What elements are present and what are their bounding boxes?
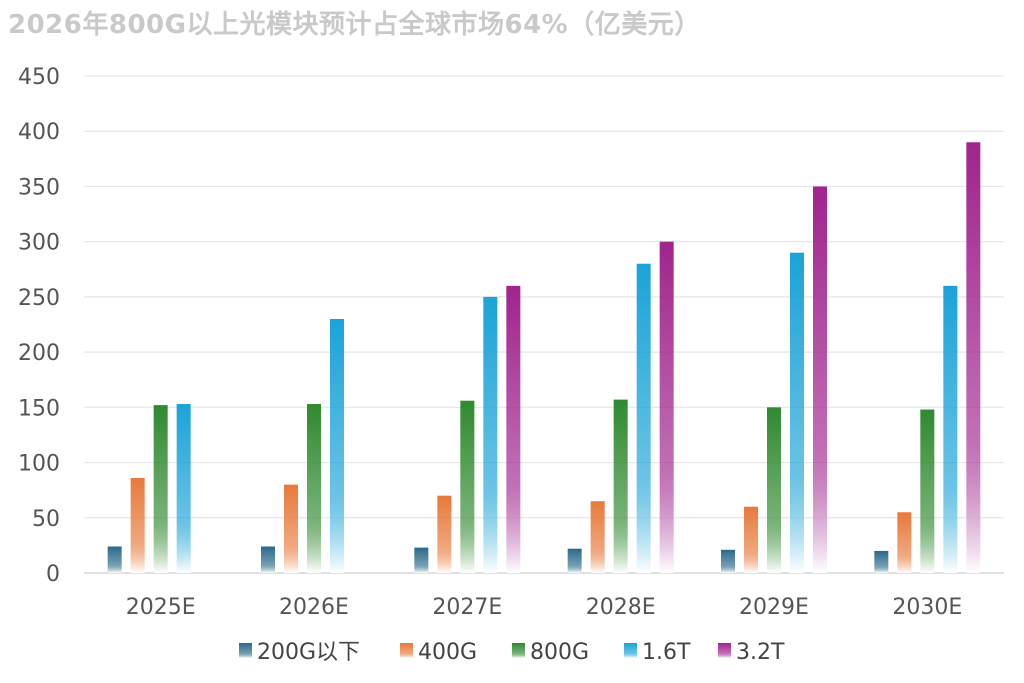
y-tick-label: 450 [18,65,60,90]
bar-3.2T-2028E [659,241,674,573]
bar-200G以下-2029E [721,549,735,573]
bar-800G-2029E [767,407,781,573]
bars [107,142,981,573]
bar-400G-2030E [897,512,912,573]
bar-200G以下-2025E [107,546,122,573]
bar-400G-2027E [437,495,452,573]
bar-200G以下-2028E [567,548,582,573]
bar-1.6T-2028E [636,263,651,573]
legend-label: 1.6T [642,640,691,665]
legend-label: 200G以下 [257,640,360,665]
bar-800G-2026E [307,404,321,573]
y-tick-label: 200 [18,341,60,366]
bar-400G-2025E [130,478,145,573]
legend: 200G以下 400G 800G 1.6T 3.2T [239,640,785,665]
bar-1.6T-2026E [330,318,344,573]
y-tick-label: 350 [18,175,60,200]
y-tick-label: 300 [18,231,60,256]
bar-800G-2028E [613,399,628,573]
chart-title: 2026年800G以上光模块预计占全球市场64%（亿美元） [8,10,701,40]
legend-label: 3.2T [736,640,785,665]
legend-swatch [400,643,413,658]
legend-swatch [624,643,637,658]
bar-3.2T-2027E [506,285,521,573]
legend-swatch [718,643,731,658]
x-category-label: 2029E [739,595,809,620]
bar-400G-2029E [744,506,758,573]
bar-3.2T-2030E [966,142,981,573]
gridlines [84,75,1004,574]
legend-label: 800G [530,640,589,665]
x-category-label: 2026E [279,595,349,620]
x-axis-categories: 2025E 2026E 2027E 2028E 2029E 2030E [126,595,963,620]
y-tick-label: 150 [18,396,60,421]
y-tick-label: 100 [18,452,60,477]
y-axis-ticks: 0 50 100 150 200 250 300 350 400 450 [18,65,60,587]
bar-1.6T-2025E [176,404,191,573]
x-category-label: 2025E [126,595,196,620]
y-tick-label: 0 [46,562,60,587]
y-tick-label: 400 [18,120,60,145]
bar-200G以下-2026E [261,546,275,573]
x-category-label: 2028E [586,595,656,620]
bar-1.6T-2030E [943,285,958,573]
bar-200G以下-2030E [874,550,889,573]
bar-800G-2025E [153,405,168,573]
legend-swatch [512,643,525,658]
x-category-label: 2030E [892,595,962,620]
legend-label: 400G [418,640,477,665]
bar-200G以下-2027E [414,547,429,573]
bar-3.2T-2029E [813,186,827,573]
bar-400G-2026E [284,484,298,573]
bar-400G-2028E [590,501,605,573]
bar-800G-2030E [920,409,935,573]
bar-1.6T-2029E [790,252,804,573]
legend-swatch [239,643,252,658]
y-tick-label: 50 [32,507,60,532]
x-category-label: 2027E [432,595,502,620]
bar-800G-2027E [460,400,475,573]
y-tick-label: 250 [18,286,60,311]
bar-1.6T-2027E [483,296,498,573]
